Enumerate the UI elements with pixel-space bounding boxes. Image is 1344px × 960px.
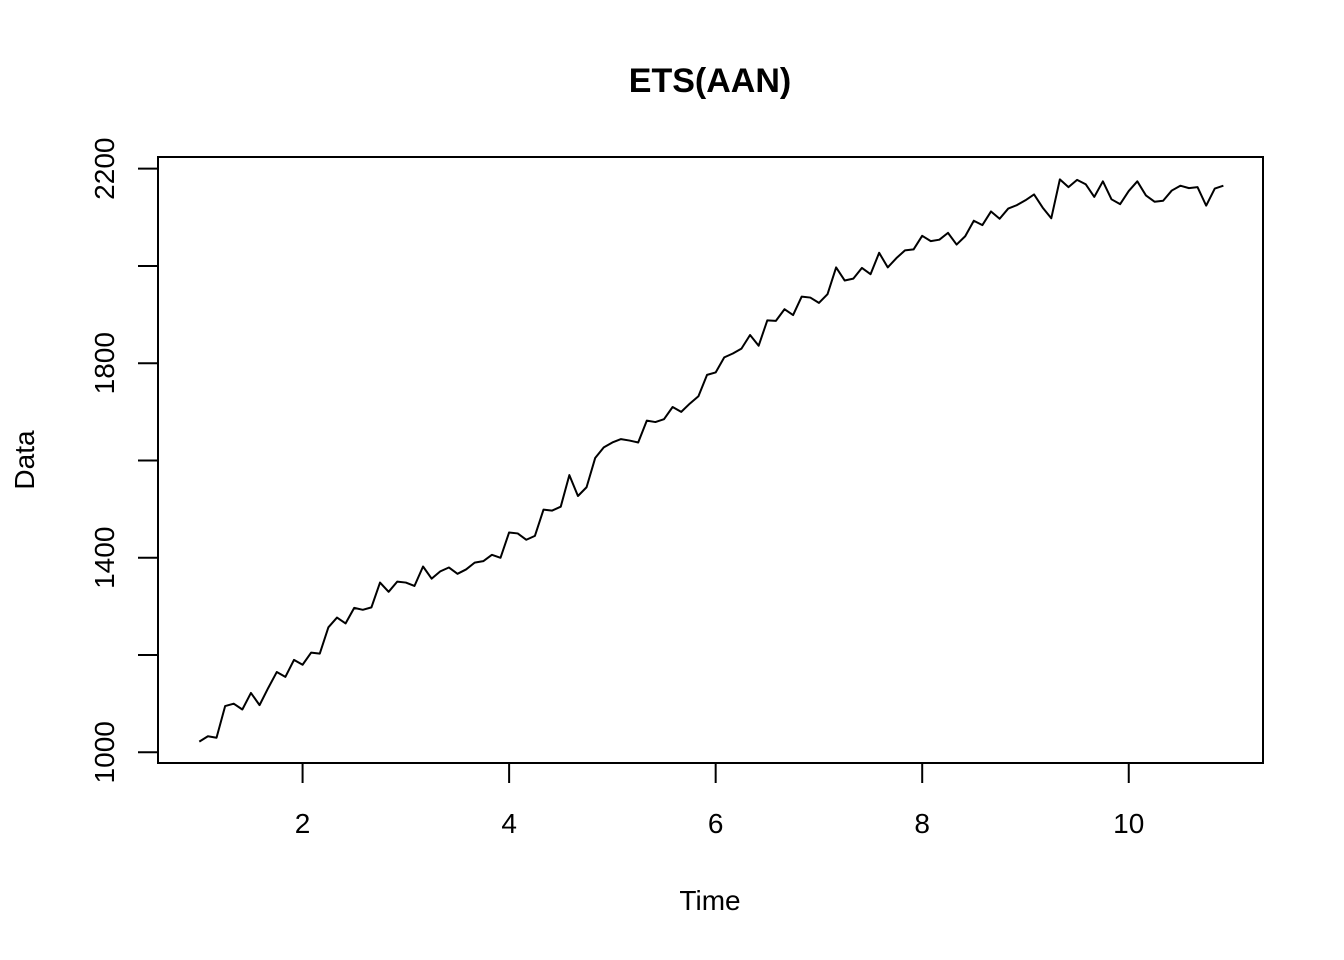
plot-frame bbox=[157, 156, 1264, 764]
y-tick-label: 1000 bbox=[89, 721, 120, 783]
x-axis: 2 4 6 8 10 bbox=[295, 763, 1144, 839]
x-tick-label: 8 bbox=[914, 808, 930, 839]
series-line bbox=[198, 178, 1224, 743]
x-tick-label: 6 bbox=[708, 808, 724, 839]
y-axis: 1000 1400 1800 2200 bbox=[89, 138, 158, 783]
y-tick-label: 1800 bbox=[89, 332, 120, 394]
x-tick-label: 10 bbox=[1113, 808, 1144, 839]
y-axis-label: Data bbox=[9, 430, 40, 490]
y-tick-label: 2200 bbox=[89, 138, 120, 200]
chart-title: ETS(AAN) bbox=[629, 62, 791, 100]
x-tick-label: 2 bbox=[295, 808, 311, 839]
x-axis-label: Time bbox=[679, 885, 740, 916]
x-tick-label: 4 bbox=[501, 808, 517, 839]
y-tick-label: 1400 bbox=[89, 527, 120, 589]
